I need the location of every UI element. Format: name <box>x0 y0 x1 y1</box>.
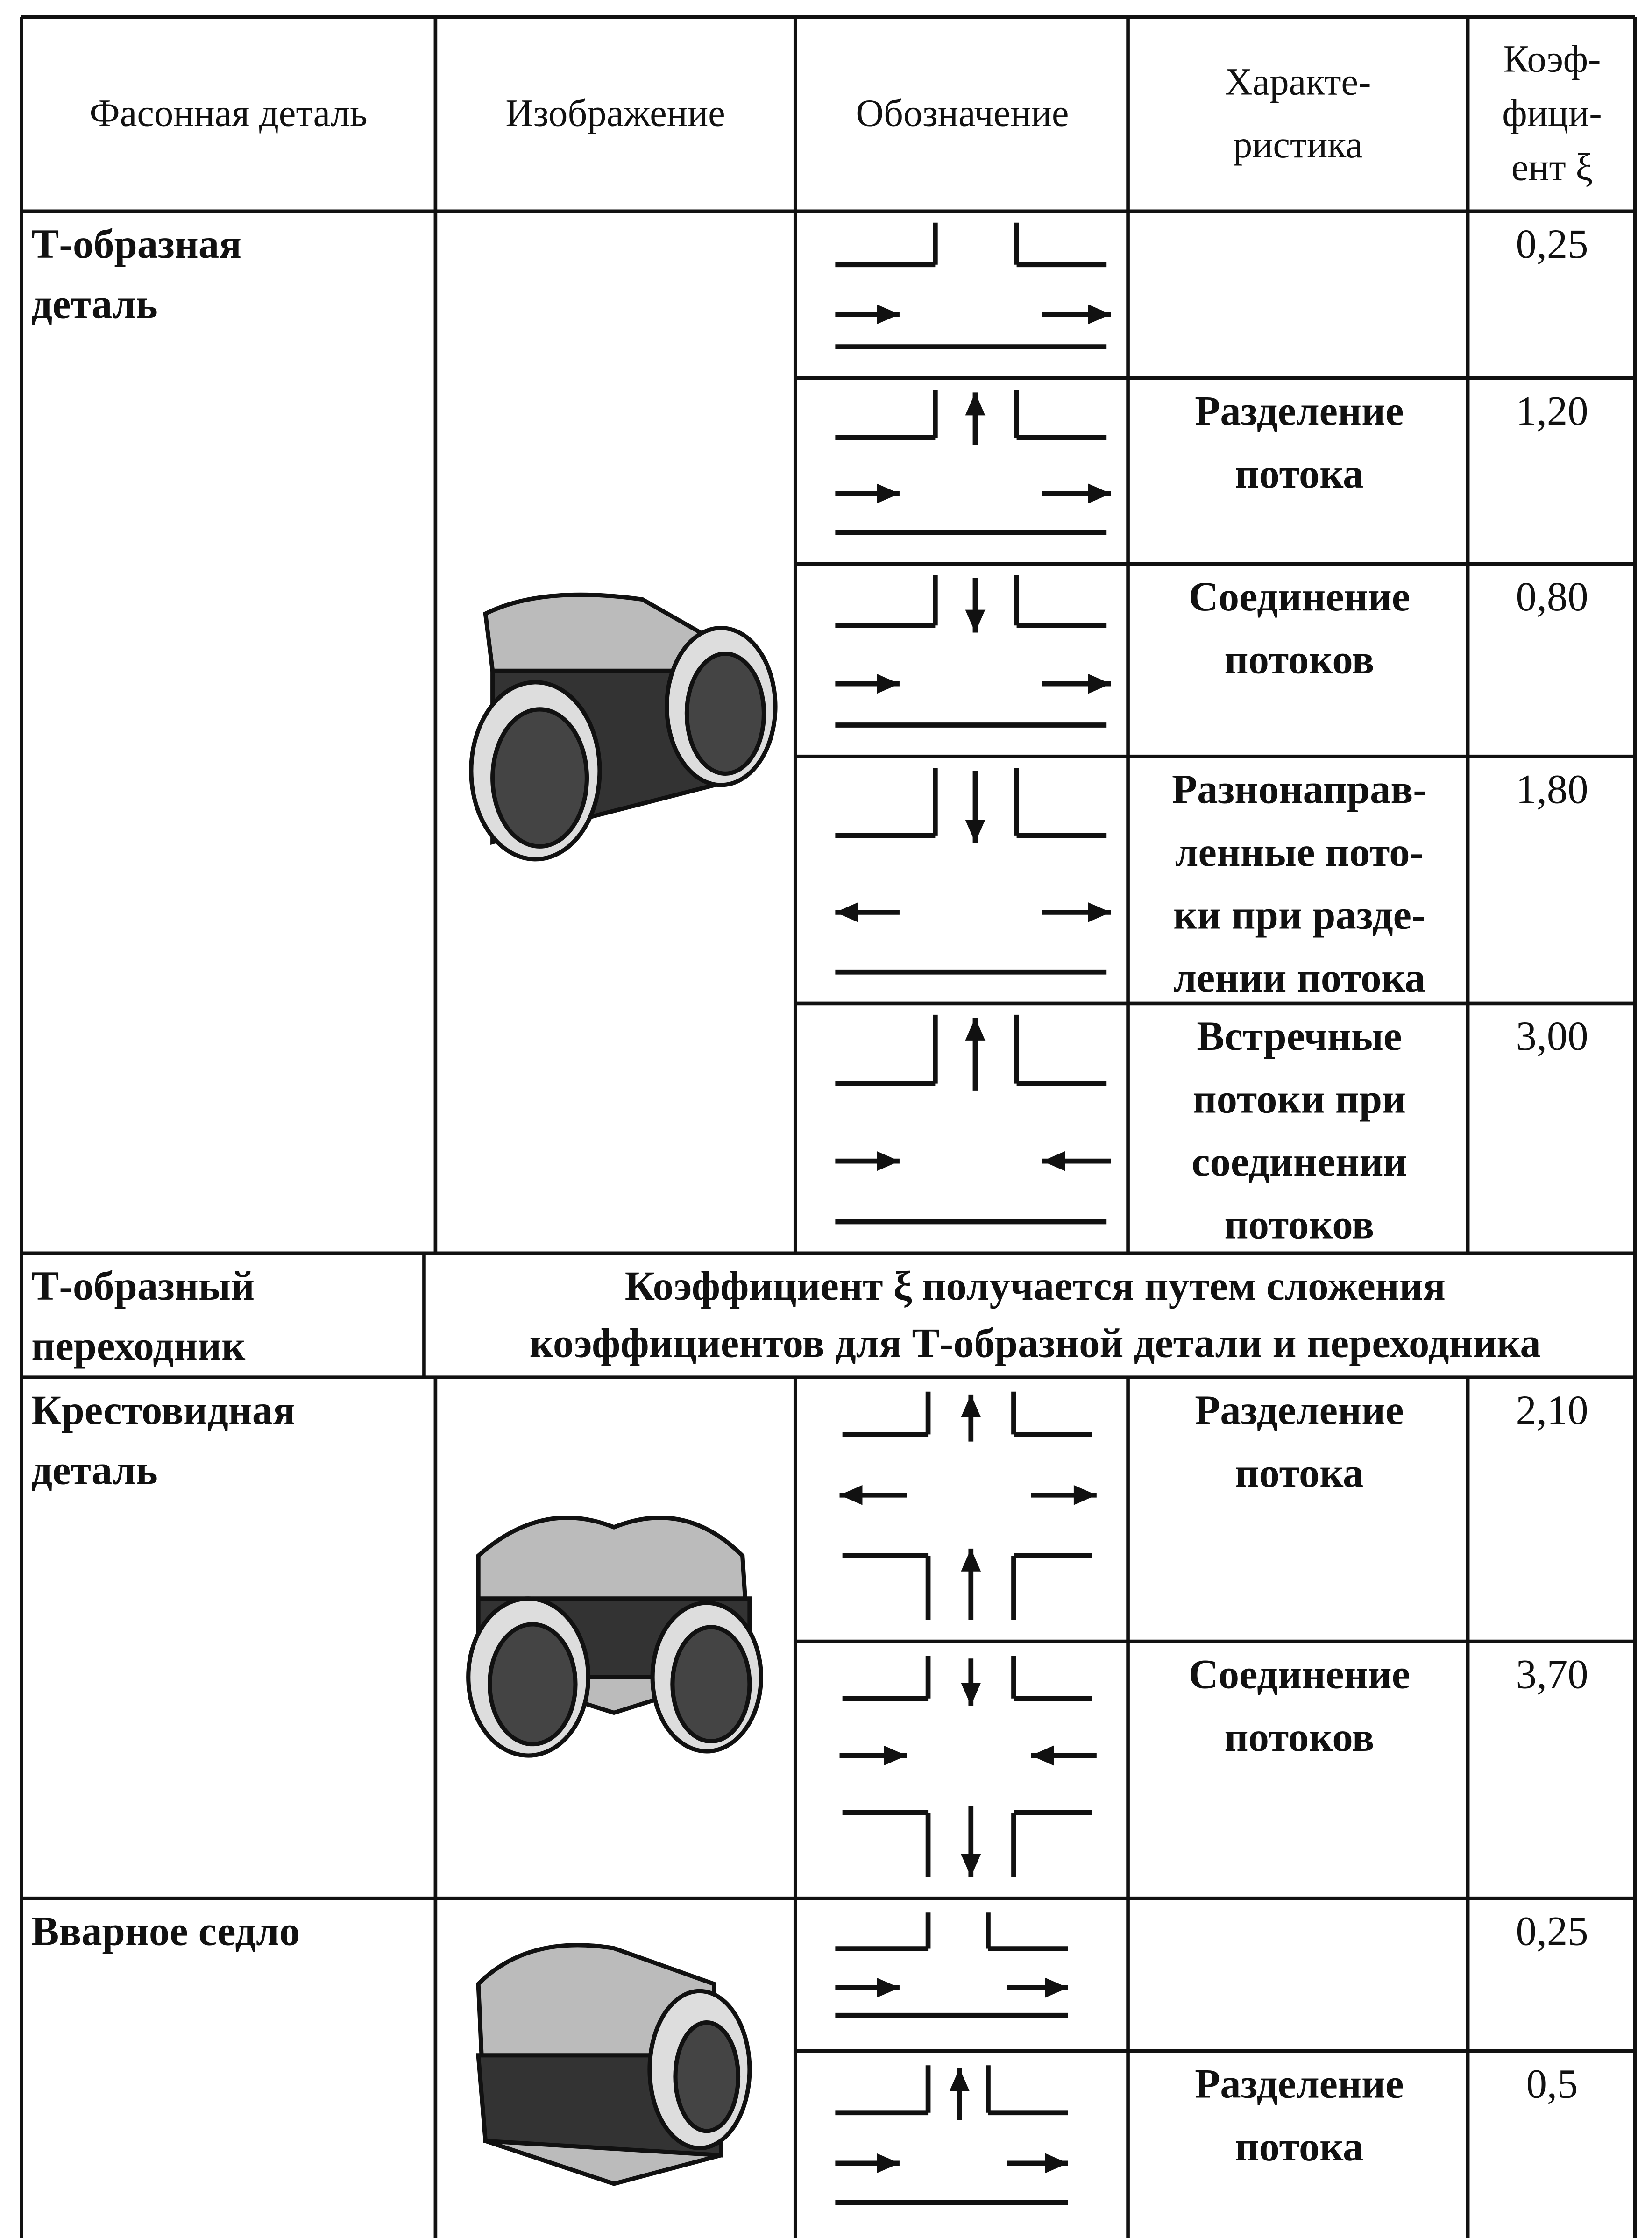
characteristic: потока <box>1235 451 1363 497</box>
arrow-head <box>884 1745 907 1766</box>
characteristic: Разделение <box>1195 389 1404 434</box>
arrow-head <box>961 1854 981 1877</box>
part-name: Вварное седло <box>31 1908 300 1954</box>
header-cell: Изображение <box>505 92 725 135</box>
characteristic: ки при разде- <box>1173 892 1425 938</box>
header-cell: ристика <box>1233 123 1363 166</box>
characteristic: Соединение <box>1189 1651 1410 1697</box>
arrow-head <box>965 609 986 633</box>
arrow-head <box>961 1683 981 1706</box>
characteristic: потоков <box>1225 637 1375 682</box>
note-text: коэффициентов для Т-образной детали и пе… <box>530 1320 1541 1366</box>
part-name: Т-образная <box>31 221 241 267</box>
coefficient: 3,00 <box>1516 1013 1588 1059</box>
coefficient: 3,70 <box>1516 1651 1588 1697</box>
arrow-head <box>961 1394 981 1417</box>
header-cell: Коэф- <box>1503 37 1601 80</box>
arrow-head <box>1088 304 1111 325</box>
arrow-head <box>965 1018 986 1041</box>
cross-image <box>466 1516 763 1758</box>
characteristic: Разделение <box>1195 1388 1404 1433</box>
part-name: деталь <box>31 1447 158 1493</box>
characteristic: потоков <box>1225 1202 1375 1248</box>
arrow-head <box>1088 673 1111 694</box>
table-grid <box>20 15 1637 2238</box>
characteristic: потоков <box>1225 1714 1375 1760</box>
arrow-head <box>1031 1745 1054 1766</box>
coefficient: 1,20 <box>1516 389 1588 434</box>
table-text: Фасонная деталь Изображение Обозначение Хар… <box>31 37 1602 2169</box>
coefficient: 0,25 <box>1516 221 1588 267</box>
characteristic: лении потока <box>1173 955 1425 1001</box>
arrow-head <box>877 1151 900 1171</box>
flow-symbols <box>835 222 1111 2205</box>
note-text: Коэффициент ξ получается путем сложения <box>625 1263 1446 1309</box>
arrow-head <box>877 483 900 504</box>
characteristic: потока <box>1235 2124 1363 2170</box>
header-cell: Фасонная деталь <box>90 92 368 135</box>
arrow-head <box>877 2153 900 2174</box>
arrow-head <box>877 673 900 694</box>
saddle-image <box>476 1943 752 2186</box>
coefficient: 0,25 <box>1516 1908 1588 1954</box>
part-name: деталь <box>31 281 158 327</box>
characteristic: потоки при <box>1193 1077 1406 1122</box>
arrow-head <box>965 392 986 416</box>
characteristic: соединении <box>1191 1139 1407 1185</box>
arrow-head <box>839 1485 863 1505</box>
arrow-head <box>961 1548 981 1572</box>
characteristic: потока <box>1235 1450 1363 1496</box>
arrow-head <box>965 820 986 843</box>
tee-image <box>469 592 778 862</box>
coefficient: 0,80 <box>1516 574 1588 620</box>
characteristic: Разделение <box>1195 2061 1404 2107</box>
characteristic: Соединение <box>1189 574 1410 620</box>
characteristic: ленные пото- <box>1175 829 1424 875</box>
arrow-head <box>949 2068 970 2091</box>
arrow-head <box>877 1977 900 1998</box>
arrow-head <box>1073 1485 1097 1505</box>
arrow-head <box>835 902 858 922</box>
arrow-head <box>1045 2153 1068 2174</box>
characteristic: Встречные <box>1197 1013 1402 1059</box>
coefficient: 0,5 <box>1526 2061 1578 2107</box>
coefficient: 2,10 <box>1516 1388 1588 1433</box>
arrow-head <box>1088 483 1111 504</box>
arrow-head <box>1045 1977 1068 1998</box>
arrow-head <box>877 304 900 325</box>
characteristic: Разнонаправ- <box>1172 767 1427 813</box>
header-cell: фици- <box>1502 92 1602 135</box>
arrow-head <box>1042 1151 1065 1171</box>
part-name: Т-образный <box>31 1263 255 1309</box>
coefficient: 1,80 <box>1516 767 1588 813</box>
header-cell: Характе- <box>1225 60 1371 103</box>
arrow-head <box>1088 902 1111 922</box>
part-name: Крестовидная <box>31 1388 295 1433</box>
part-name: переходник <box>31 1323 245 1369</box>
header-cell: ент ξ <box>1511 146 1593 189</box>
header-cell: Обозначение <box>856 92 1069 135</box>
